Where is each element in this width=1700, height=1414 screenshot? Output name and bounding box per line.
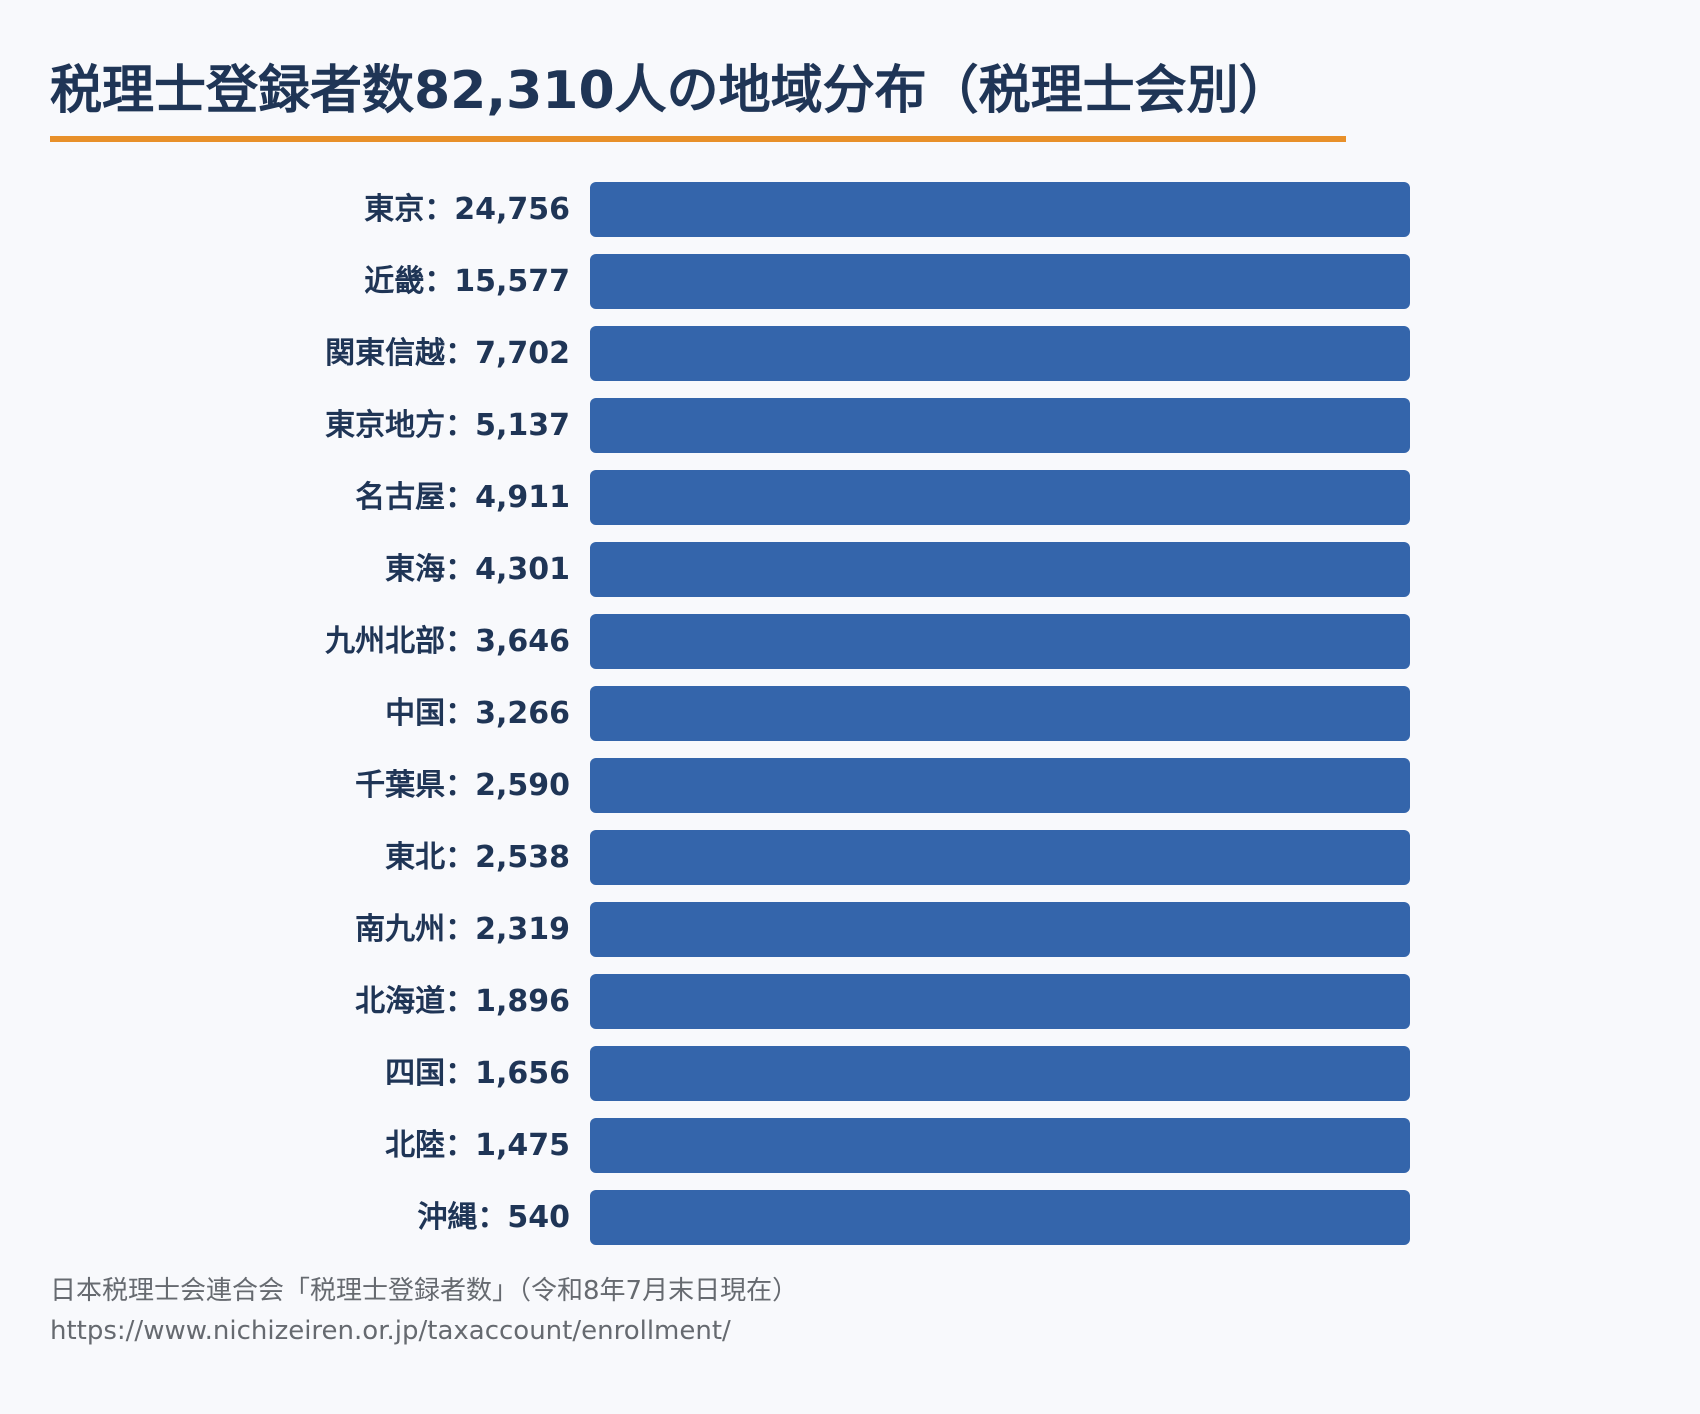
bar-label-7: 九州北部：3,646 <box>325 624 570 659</box>
bar-7 <box>590 614 1410 669</box>
bar-label-3: 関東信越：7,702 <box>325 336 570 371</box>
source-url: https://www.nichizeiren.or.jp/taxaccount… <box>50 1316 731 1346</box>
bar-label-6: 東海：4,301 <box>385 552 570 587</box>
bar-3 <box>590 326 1410 381</box>
bar-label-10: 東北：2,538 <box>385 840 570 875</box>
bar-label-4: 東京地方：5,137 <box>325 408 570 443</box>
bar-label-13: 四国：1,656 <box>385 1056 570 1091</box>
bar-label-11: 南九州：2,319 <box>355 912 570 947</box>
chart-title: 税理士登録者数82,310人の地域分布（税理士会別） <box>50 61 1291 121</box>
bar-label-5: 名古屋：4,911 <box>355 480 570 515</box>
bar-12 <box>590 974 1410 1029</box>
bar-10 <box>590 830 1410 885</box>
bar-label-14: 北陸：1,475 <box>385 1128 570 1163</box>
bar-6 <box>590 542 1410 597</box>
bar-label-9: 千葉県：2,590 <box>355 768 570 803</box>
bar-label-8: 中国：3,266 <box>385 696 570 731</box>
source-citation: 日本税理士会連合会「税理士登録者数」（令和8年7月末日現在） <box>50 1276 799 1306</box>
bar-label-2: 近畿：15,577 <box>364 264 570 299</box>
bar-9 <box>590 758 1410 813</box>
title-underline <box>50 136 1346 142</box>
bar-13 <box>590 1046 1410 1101</box>
bar-11 <box>590 902 1410 957</box>
bar-15 <box>590 1190 1410 1245</box>
bar-chart: 東京：24,756 近畿：15,577 関東信越：7,702 東京地方：5,137 名古… <box>325 182 1410 1245</box>
bar-2 <box>590 254 1410 309</box>
bar-label-1: 東京：24,756 <box>364 192 570 227</box>
bar-8 <box>590 686 1410 741</box>
bar-5 <box>590 470 1410 525</box>
bar-1 <box>590 182 1410 237</box>
bar-label-15: 沖縄：540 <box>417 1200 570 1235</box>
bar-4 <box>590 398 1410 453</box>
bar-label-12: 北海道：1,896 <box>355 984 570 1019</box>
bar-14 <box>590 1118 1410 1173</box>
